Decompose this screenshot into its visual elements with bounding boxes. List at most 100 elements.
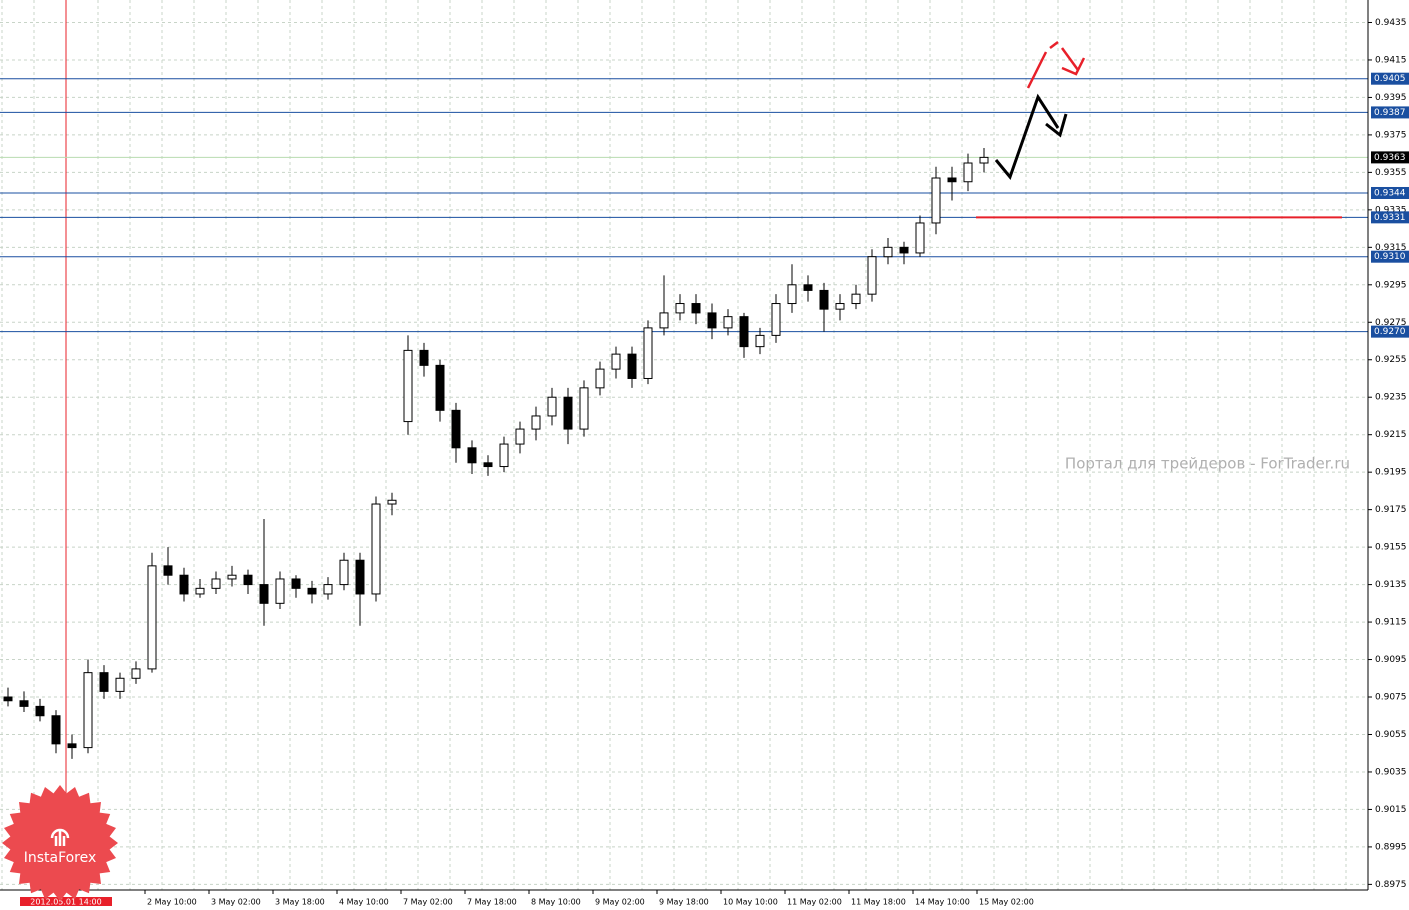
candle-body — [931, 177, 941, 224]
x-tick-label: 9 May 18:00 — [659, 898, 709, 907]
level-label: 0.9331 — [1374, 213, 1406, 223]
y-tick-label: 0.9315 — [1375, 243, 1407, 253]
candle-body — [723, 316, 733, 329]
y-tick-label: 0.9355 — [1375, 168, 1407, 178]
y-tick-label: 0.9115 — [1375, 618, 1407, 628]
level-label-box — [1371, 325, 1409, 338]
cursor-time: 2012.05.01 14:00 — [30, 898, 101, 907]
candle-body — [115, 677, 125, 692]
plot — [0, 78, 1368, 759]
candle-body — [403, 349, 413, 423]
x-tick-label: 7 May 02:00 — [403, 898, 453, 907]
candle-body — [531, 415, 541, 430]
candle-body — [99, 672, 109, 692]
candle-body — [339, 559, 349, 586]
candle-body — [819, 289, 829, 310]
candle-body — [163, 565, 173, 576]
level-label: 0.9405 — [1374, 74, 1406, 84]
candle-body — [227, 574, 237, 580]
logo-icon — [50, 828, 70, 846]
candle-body — [947, 177, 957, 183]
candle-body — [83, 672, 93, 749]
y-tick-label: 0.8975 — [1375, 880, 1407, 890]
level-label: 0.9344 — [1374, 188, 1406, 198]
forecast-arrow — [1045, 113, 1068, 138]
candle-body — [67, 743, 77, 749]
candle-body — [915, 222, 925, 254]
candle-body — [499, 443, 509, 468]
y-tick-label: 0.9195 — [1375, 468, 1407, 478]
candle-body — [595, 368, 605, 389]
price-label-box — [1371, 151, 1409, 164]
candle-body — [243, 574, 253, 586]
grid — [0, 0, 1368, 890]
candle-body — [739, 316, 749, 348]
candle-body — [787, 284, 797, 305]
candle-body — [51, 715, 61, 745]
candle-body — [579, 387, 589, 430]
level-label-box — [1371, 211, 1409, 224]
y-tick-label: 0.9375 — [1375, 130, 1407, 140]
y-tick-label: 0.9415 — [1375, 55, 1407, 65]
level-label-box — [1371, 106, 1409, 119]
candle-body — [851, 293, 861, 305]
x-tick-label: 15 May 02:00 — [979, 898, 1034, 907]
candle-body — [371, 503, 381, 595]
y-tick-label: 0.9395 — [1375, 93, 1407, 103]
candle-body — [3, 696, 13, 702]
x-tick-label: 3 May 18:00 — [275, 898, 325, 907]
candle-body — [131, 668, 141, 679]
candle-body — [275, 578, 285, 604]
price-label: 0.9363 — [1374, 153, 1406, 163]
candle-body — [323, 584, 333, 595]
level-label-box — [1371, 72, 1409, 85]
candle-body — [547, 396, 557, 417]
candle-body — [835, 303, 845, 310]
candle-body — [899, 246, 909, 254]
y-tick-label: 0.9175 — [1375, 505, 1407, 515]
y-tick-label: 0.9275 — [1375, 318, 1407, 328]
candle-body — [691, 303, 701, 314]
candle-body — [563, 396, 573, 430]
candle-body — [659, 312, 669, 329]
y-tick-label: 0.9015 — [1375, 805, 1407, 815]
candle-body — [179, 574, 189, 595]
candle-body — [803, 284, 813, 291]
x-tick-label: 2 May 10:00 — [147, 898, 197, 907]
candle-body — [611, 353, 621, 370]
forecast-path — [994, 93, 1060, 181]
x-tick-label: 8 May 10:00 — [531, 898, 581, 907]
candle-body — [515, 428, 525, 445]
y-tick-label: 0.9215 — [1375, 430, 1407, 440]
cursor-time-box — [20, 897, 112, 907]
candle-body — [883, 246, 893, 258]
candle-body — [147, 565, 157, 670]
candle-body — [291, 578, 301, 589]
candle-body — [387, 499, 397, 505]
x-tick-label: 14 May 10:00 — [915, 898, 970, 907]
x-tick-label: 10 May 10:00 — [723, 898, 778, 907]
y-tick-label: 0.9435 — [1375, 18, 1407, 28]
y-tick-label: 0.9255 — [1375, 355, 1407, 365]
x-tick-label: 9 May 02:00 — [595, 898, 645, 907]
y-tick-label: 0.9055 — [1375, 730, 1407, 740]
y-tick-label: 0.9095 — [1375, 655, 1407, 665]
candle-body — [867, 256, 877, 295]
candle-body — [979, 156, 989, 164]
level-label-box — [1371, 186, 1409, 199]
y-tick-label: 0.8995 — [1375, 842, 1407, 852]
candle-body — [35, 705, 45, 717]
y-tick-label: 0.9155 — [1375, 543, 1407, 553]
candle-body — [419, 349, 429, 366]
x-tick-label: 4 May 10:00 — [339, 898, 389, 907]
x-tick-label: 11 May 02:00 — [787, 898, 842, 907]
candle-body — [483, 462, 493, 468]
y-tick-label: 0.9035 — [1375, 767, 1407, 777]
y-tick-label: 0.9295 — [1375, 280, 1407, 290]
y-tick-label: 0.9235 — [1375, 393, 1407, 403]
candle-body — [307, 587, 317, 595]
y-tick-label: 0.9135 — [1375, 580, 1407, 590]
candle-body — [195, 587, 205, 595]
watermark: Портал для трейдеров - ForTrader.ru — [1065, 455, 1350, 473]
